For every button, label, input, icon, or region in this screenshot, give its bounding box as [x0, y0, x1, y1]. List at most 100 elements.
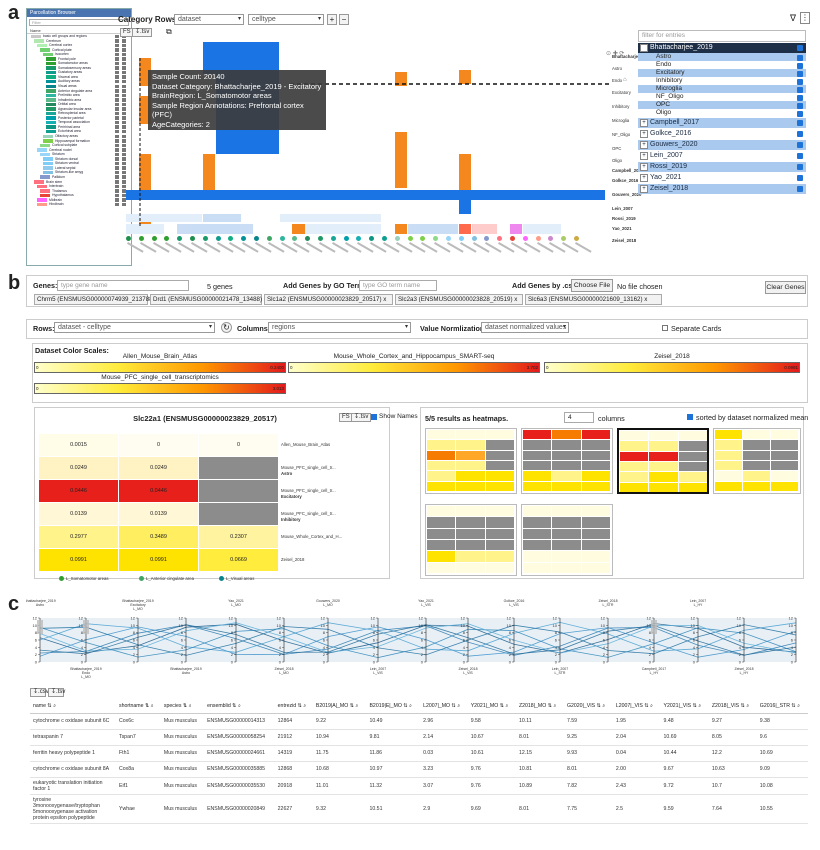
sort-icon[interactable]: ⇅	[691, 702, 697, 709]
parcellation-row[interactable]: Hindbrain	[27, 202, 131, 207]
checkbox-checked-icon[interactable]	[797, 70, 803, 77]
heatmap-thumbnail[interactable]	[713, 428, 801, 494]
refresh-icon[interactable]: ↻	[221, 322, 232, 333]
table-column-header[interactable]: ensemblid ⇅ ⌕	[204, 700, 275, 714]
heatmap-cell[interactable]	[202, 214, 241, 222]
gene-heatmap-cell[interactable]: 0.0446	[119, 480, 198, 502]
heatmap-cell[interactable]	[394, 72, 407, 86]
go-term-input[interactable]: type GO term name	[359, 280, 437, 291]
gene-heatmap-cell[interactable]: 0.0669	[199, 549, 278, 571]
parcellation-row[interactable]: Prelimbic area	[27, 93, 131, 98]
search-icon[interactable]	[122, 79, 126, 84]
eye-icon[interactable]	[115, 70, 119, 75]
search-icon[interactable]: ⌕	[407, 702, 413, 709]
search-icon[interactable]	[122, 152, 126, 157]
sort-icon[interactable]: ⇅	[401, 702, 408, 709]
search-icon[interactable]	[122, 61, 126, 66]
search-icon[interactable]	[122, 39, 126, 43]
expand-toggle-icon[interactable]: +	[640, 163, 648, 171]
download-tsv-button[interactable]: ↧.tsv	[48, 688, 65, 697]
checkbox-checked-icon[interactable]	[797, 78, 803, 85]
gene-heatmap-cell[interactable]: 0.0249	[39, 457, 118, 479]
heatmap-cell[interactable]	[458, 154, 471, 190]
gene-heatmap-cell[interactable]: 0.0139	[119, 503, 198, 525]
search-icon[interactable]	[122, 161, 126, 166]
eye-icon[interactable]	[115, 129, 119, 134]
table-row[interactable]: cytochrome c oxidase subunit 8A Cox8a Mus …	[30, 761, 808, 778]
parcellation-row[interactable]: Ectorhinal area	[27, 129, 131, 134]
eye-icon[interactable]	[115, 161, 119, 166]
eye-icon[interactable]	[115, 98, 119, 102]
gene-search-input[interactable]: type gene name	[57, 280, 189, 291]
parcellation-row[interactable]: Auditory areas	[27, 79, 131, 84]
parcellation-row[interactable]: Somatosensory areas	[27, 66, 131, 71]
search-icon[interactable]	[122, 125, 126, 129]
parcellation-row[interactable]: Gustatory areas	[27, 70, 131, 75]
entry-group-header[interactable]: + Gouwers_2020	[638, 140, 806, 150]
parcellation-row[interactable]: Striatum ventral	[27, 161, 131, 166]
eye-icon[interactable]	[115, 134, 119, 139]
eye-icon[interactable]	[115, 89, 119, 93]
search-icon[interactable]	[122, 184, 126, 189]
separate-cards-checkbox[interactable]	[662, 325, 668, 331]
parcellation-row[interactable]: Temporal association	[27, 120, 131, 125]
heatmap-thumbnail[interactable]	[425, 504, 517, 576]
eye-icon[interactable]	[115, 157, 119, 161]
sort-icon[interactable]: ⇅	[181, 702, 188, 709]
checkbox-checked-icon[interactable]	[797, 62, 803, 69]
eye-icon[interactable]	[115, 166, 119, 170]
sort-icon[interactable]: ⇅	[45, 702, 52, 709]
sort-icon[interactable]: ⇅	[642, 702, 649, 709]
gene-chip[interactable]: Drd1 (ENSMUSG00000021478_13488) x	[150, 294, 267, 305]
search-icon[interactable]	[122, 189, 126, 193]
heatmap-cell[interactable]	[138, 96, 151, 124]
heatmap-cell[interactable]	[177, 224, 254, 234]
table-row[interactable]: cytochrome c oxidase subunit 6C Cox6c Mus …	[30, 713, 808, 730]
table-column-header[interactable]: Z2018|_VIS ⇅ ⌕	[708, 700, 757, 714]
parcellation-row[interactable]: Cortical subplate	[27, 143, 131, 148]
expand-toggle-icon[interactable]: +	[640, 185, 648, 193]
normalization-select[interactable]: dataset normalized values ▾	[481, 322, 569, 333]
parcellation-row[interactable]: Interbrain	[27, 184, 131, 189]
eye-icon[interactable]	[115, 152, 119, 157]
eye-icon[interactable]	[115, 143, 119, 148]
remove-category-button[interactable]: −	[339, 14, 349, 25]
gene-heatmap-cell[interactable]	[199, 503, 278, 525]
checkbox-checked-icon[interactable]	[797, 54, 803, 61]
sort-icon[interactable]: ⇅	[348, 702, 355, 709]
gene-heatmap-cell[interactable]: 0.2977	[39, 526, 118, 548]
search-icon[interactable]	[122, 89, 126, 93]
eye-icon[interactable]	[115, 184, 119, 189]
heatmap-cell[interactable]	[202, 154, 215, 190]
search-icon[interactable]: ⌕	[504, 702, 509, 709]
gene-chip[interactable]: Slc2a3 (ENSMUSG00000023828_20519) x	[395, 294, 523, 305]
parcellation-row[interactable]: Infralimbic area	[27, 98, 131, 103]
expand-toggle-icon[interactable]: −	[640, 44, 648, 52]
gene-heatmap-cell[interactable]	[199, 480, 278, 502]
heatmap-cell[interactable]	[279, 214, 382, 222]
table-column-header[interactable]: Y2021|_VIS ⇅ ⌕	[660, 700, 709, 714]
sort-checkbox[interactable]	[687, 414, 693, 420]
expand-toggle-icon[interactable]: +	[640, 141, 648, 149]
checkbox-checked-icon[interactable]	[797, 131, 803, 137]
entry-group-header[interactable]: − Bhattacharjee_2019	[638, 43, 806, 53]
eye-icon[interactable]	[115, 79, 119, 84]
heatmap-thumbnail[interactable]	[521, 504, 613, 576]
download-tsv-button[interactable]: ↧.tsv	[351, 413, 372, 422]
checkbox-checked-icon[interactable]	[797, 94, 803, 101]
search-icon[interactable]	[122, 193, 126, 198]
eye-icon[interactable]	[115, 75, 119, 79]
menu-icon[interactable]: ⋮	[800, 12, 810, 24]
eye-icon[interactable]	[115, 193, 119, 198]
eye-icon[interactable]	[115, 111, 119, 116]
search-icon[interactable]	[122, 157, 126, 161]
parcellation-row[interactable]: Midbrain	[27, 198, 131, 203]
search-icon[interactable]	[122, 134, 126, 139]
gene-chip[interactable]: Chrm5 (ENSMUSG00000074939_213788) x	[34, 294, 159, 305]
search-icon[interactable]	[122, 66, 126, 70]
table-column-header[interactable]: Z2018|_MO ⇅ ⌕	[515, 700, 564, 714]
parcellation-row[interactable]: Olfactory areas	[27, 134, 131, 139]
eye-icon[interactable]	[115, 34, 119, 38]
sort-icon[interactable]: ⇅	[546, 702, 553, 709]
search-icon[interactable]	[122, 102, 126, 107]
